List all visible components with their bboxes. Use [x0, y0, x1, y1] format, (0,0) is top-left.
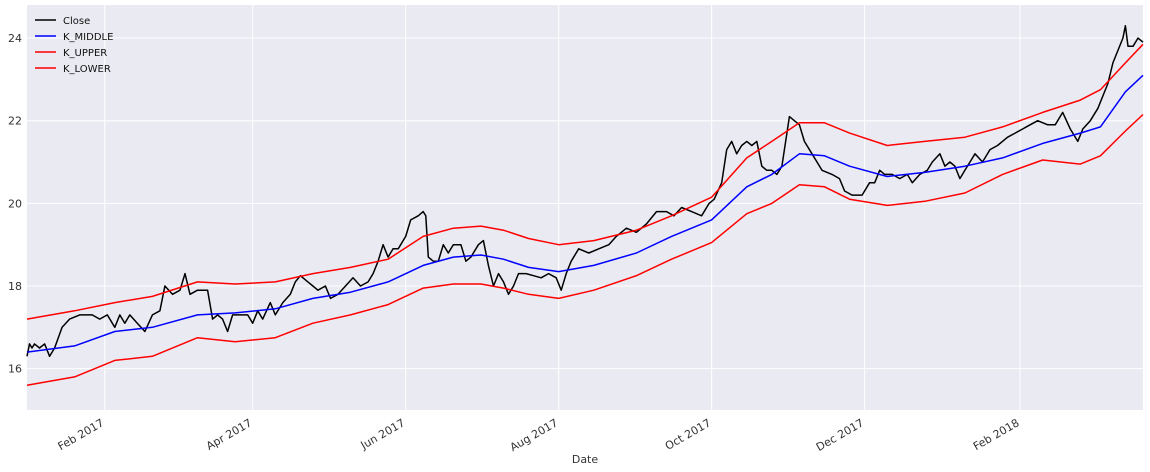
y-tick-label: 16	[8, 363, 22, 376]
grid-lines	[27, 5, 1143, 410]
x-tick-label: Jun 2017	[358, 416, 408, 452]
y-axis-ticks: 16 18 20 22 24	[8, 32, 22, 376]
x-tick-label: Feb 2018	[971, 416, 1022, 453]
legend-label: K_UPPER	[63, 48, 107, 59]
x-axis-ticks: Feb 2017 Apr 2017 Jun 2017 Aug 2017 Oct 2017…	[56, 416, 1022, 454]
legend-label: K_LOWER	[63, 64, 111, 75]
x-axis-label: Date	[572, 453, 599, 466]
x-tick-label: Dec 2017	[814, 416, 866, 454]
legend: Close K_MIDDLE K_UPPER K_LOWER	[35, 16, 113, 75]
series-line-close	[26, 24, 1144, 358]
series-line-k-upper	[26, 43, 1144, 320]
plot-background	[27, 5, 1143, 410]
legend-label: Close	[63, 16, 90, 27]
series-layer	[26, 24, 1144, 386]
series-line-k-lower	[26, 113, 1144, 386]
x-tick-label: Feb 2017	[56, 416, 107, 453]
x-tick-label: Oct 2017	[663, 416, 713, 453]
y-tick-label: 20	[8, 197, 22, 210]
y-tick-label: 22	[8, 115, 22, 128]
series-line-k-middle	[26, 74, 1144, 353]
legend-label: K_MIDDLE	[63, 32, 113, 43]
y-tick-label: 24	[8, 32, 22, 45]
y-tick-label: 18	[8, 280, 22, 293]
x-tick-label: Apr 2017	[204, 416, 254, 453]
x-tick-label: Aug 2017	[508, 416, 560, 454]
